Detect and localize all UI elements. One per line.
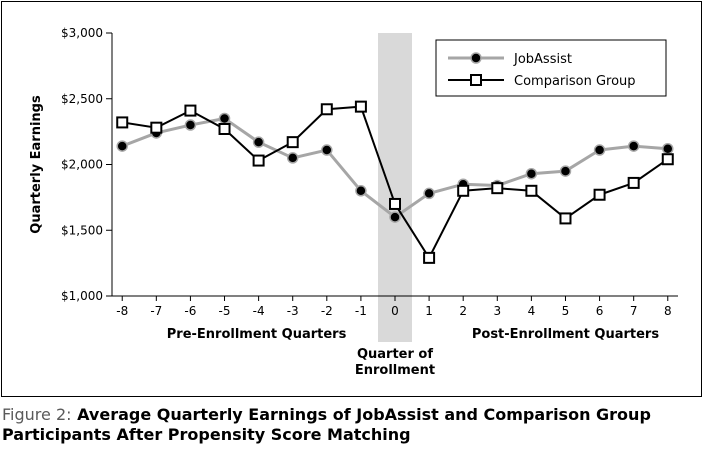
comparison-group-point — [491, 182, 504, 195]
figure-caption-text: Average Quarterly Earnings of JobAssist … — [2, 405, 651, 444]
x-tick-label: 4 — [528, 304, 536, 318]
x-tick-label: 5 — [562, 304, 570, 318]
comparison-group-point — [218, 122, 231, 135]
y-tick-label: $2,000 — [61, 158, 103, 172]
figure-caption: Figure 2: Average Quarterly Earnings of … — [2, 405, 702, 445]
jobassist-point — [423, 187, 435, 200]
x-tick-label: -5 — [219, 304, 231, 318]
y-tick-label: $1,000 — [61, 289, 103, 303]
enrollment-label-line2: Enrollment — [355, 363, 435, 378]
comparison-group-point — [423, 251, 436, 264]
jobassist-point — [355, 185, 367, 197]
y-tick-label: $3,000 — [61, 26, 103, 40]
y-tick-label: $2,500 — [61, 92, 103, 106]
comparison-group-point — [457, 184, 470, 197]
y-axis-title: Quarterly Earnings — [29, 95, 44, 234]
comparison-group-point — [354, 100, 367, 113]
jobassist-point — [525, 167, 538, 180]
x-tick-label: -1 — [355, 304, 367, 318]
y-tick-label: $1,500 — [61, 223, 103, 237]
x-tick-label: 3 — [493, 304, 501, 318]
earnings-line-chart: $1,000 $1,500 $2,000 $2,500 $3,000 -8 -7 -6 -5 -4… — [29, 26, 678, 378]
post-enrollment-label: Post-Enrollment Quarters — [472, 327, 659, 342]
comparison-group-point — [525, 184, 538, 197]
x-tick-label: -2 — [321, 304, 333, 318]
x-tick-label: 2 — [459, 304, 467, 318]
comparison-group-point — [559, 212, 572, 225]
pre-enrollment-label: Pre-Enrollment Quarters — [167, 327, 347, 342]
legend-marker-comparison-group — [470, 74, 482, 86]
jobassist-point — [321, 144, 333, 156]
jobassist-point — [252, 136, 265, 148]
comparison-group-point — [286, 136, 299, 149]
comparison-group-point — [252, 154, 265, 167]
x-tick-label: -8 — [116, 304, 128, 318]
jobassist-point — [184, 119, 197, 131]
legend-label-jobassist: JobAssist — [513, 52, 572, 67]
comparison-group-point — [661, 153, 674, 166]
jobassist-point — [286, 152, 299, 164]
chart-frame: $1,000 $1,500 $2,000 $2,500 $3,000 -8 -7 -6 -5 -4… — [1, 1, 702, 397]
jobassist-point — [559, 165, 572, 177]
legend-box — [435, 39, 667, 97]
comparison-group-point — [593, 188, 606, 201]
comparison-group-point — [320, 103, 333, 116]
x-tick-label: 8 — [664, 304, 672, 318]
comparison-group-point — [184, 104, 197, 117]
jobassist-point — [218, 112, 231, 125]
jobassist-point — [389, 211, 401, 223]
x-tick-label: 7 — [630, 304, 638, 318]
jobassist-point — [593, 144, 606, 156]
comparison-group-point — [627, 176, 640, 189]
x-tick-label: -4 — [253, 304, 265, 318]
figure-caption-label: Figure 2: — [2, 405, 72, 424]
x-tick-label: 0 — [391, 304, 399, 318]
x-tick-label: -7 — [150, 304, 162, 318]
jobassist-point — [662, 142, 674, 155]
comparison-group-point — [150, 121, 163, 134]
comparison-group-point — [389, 197, 401, 210]
x-tick-label: 1 — [425, 304, 433, 318]
jobassist-point — [627, 140, 640, 152]
jobassist-point — [116, 140, 128, 152]
legend-label-comparison-group: Comparison Group — [514, 74, 636, 89]
x-tick-label: -6 — [184, 304, 196, 318]
enrollment-quarter-band — [378, 33, 412, 342]
enrollment-label-line1: Quarter of — [357, 347, 433, 362]
x-tick-label: 6 — [596, 304, 604, 318]
comparison-group-point — [116, 116, 129, 129]
x-tick-label: -3 — [287, 304, 299, 318]
legend-marker-jobassist — [470, 52, 482, 64]
